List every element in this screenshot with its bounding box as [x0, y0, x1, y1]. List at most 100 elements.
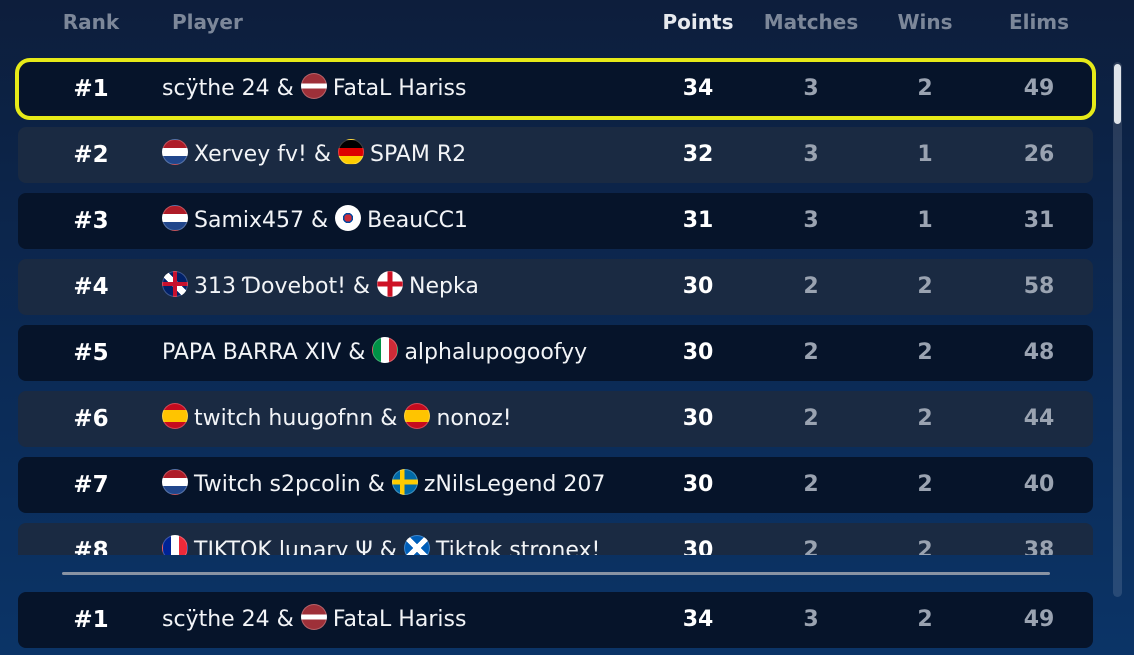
- row-player: TIKTOK lunary Ψ & Tiktok stronex!: [162, 523, 682, 555]
- leaderboard-row[interactable]: #6 twitch huugofnn & nonoz! 30 2 2 44: [18, 391, 1093, 447]
- player-name: TIKTOK lunary Ψ: [194, 538, 373, 555]
- row-wins: 2: [917, 340, 933, 365]
- row-wins: 2: [917, 274, 933, 299]
- row-elims: 49: [1023, 76, 1055, 101]
- player-name: scÿthe 24: [162, 607, 270, 632]
- row-elims: 48: [1023, 340, 1055, 365]
- player-name: 313 Ɗovebot!: [194, 274, 346, 299]
- row-points: 30: [682, 538, 714, 555]
- row-rank: #6: [73, 406, 109, 432]
- row-rank: #2: [73, 142, 109, 168]
- player-name: PAPA BARRA XIV: [162, 340, 342, 365]
- leaderboard-row[interactable]: #7 Twitch s2pcolin & zNilsLegend 207 30 …: [18, 457, 1093, 513]
- row-matches: 3: [803, 607, 819, 632]
- player-name: nonoz!: [436, 406, 512, 431]
- separator: &: [348, 340, 366, 365]
- sweden-flag-icon: [391, 469, 418, 495]
- row-elims: 58: [1023, 274, 1055, 299]
- row-matches: 2: [803, 340, 819, 365]
- row-points: 34: [682, 607, 714, 632]
- player-name: FataL Hariss: [332, 76, 467, 101]
- separator: &: [276, 607, 294, 632]
- header-matches[interactable]: Matches: [763, 10, 859, 34]
- row-elims: 40: [1023, 472, 1055, 497]
- player-name: SPAM R2: [369, 142, 467, 167]
- latvia-flag-icon: [300, 73, 327, 99]
- leaderboard-row[interactable]: #2 Xervey fv! & SPAM R2 32 3 1 26: [18, 127, 1093, 183]
- netherlands-flag-icon: [162, 469, 188, 495]
- separator: &: [313, 142, 331, 167]
- row-matches: 2: [803, 406, 819, 431]
- separator: &: [352, 274, 371, 299]
- header-elims[interactable]: Elims: [1008, 10, 1070, 34]
- row-matches: 3: [803, 208, 819, 233]
- player-name: Samix457: [194, 208, 304, 233]
- player-name: BeauCC1: [367, 208, 468, 233]
- row-matches: 3: [803, 76, 819, 101]
- row-elims: 44: [1023, 406, 1055, 431]
- divider: [62, 572, 1050, 575]
- france-flag-icon: [162, 535, 188, 555]
- row-points: 30: [682, 274, 714, 299]
- italy-flag-icon: [372, 337, 399, 363]
- row-points: 31: [682, 208, 714, 233]
- player-name: Nepka: [409, 274, 479, 299]
- player-name: Xervey fv!: [194, 142, 307, 167]
- separator: &: [380, 406, 398, 431]
- leaderboard-row[interactable]: #3 Samix457 & BeauCC1 31 3 1 31: [18, 193, 1093, 249]
- row-wins: 2: [917, 607, 933, 632]
- netherlands-flag-icon: [162, 139, 188, 165]
- player-name: twitch huugofnn: [194, 406, 374, 431]
- player-name: Tiktok stronex!: [435, 538, 601, 555]
- row-player: Samix457 & BeauCC1: [162, 193, 682, 249]
- row-player: 313 Ɗovebot! & Nepka: [162, 259, 682, 315]
- row-elims: 26: [1023, 142, 1055, 167]
- row-elims: 38: [1023, 538, 1055, 555]
- uk-flag-icon: [162, 271, 188, 297]
- separator: &: [311, 208, 329, 233]
- separator: &: [379, 538, 397, 555]
- leaderboard-row[interactable]: #8 TIKTOK lunary Ψ & Tiktok stronex! 30 …: [18, 523, 1093, 555]
- row-rank: #5: [73, 340, 109, 366]
- header-points[interactable]: Points: [662, 10, 734, 34]
- row-player: Xervey fv! & SPAM R2: [162, 127, 682, 183]
- row-player: scÿthe 24 & FataL Hariss: [162, 592, 682, 648]
- south-korea-flag-icon: [335, 205, 362, 231]
- scrollbar-thumb[interactable]: [1114, 64, 1121, 124]
- row-matches: 2: [803, 472, 819, 497]
- leaderboard-row[interactable]: #1 scÿthe 24 & FataL Hariss 34 3 2 49: [15, 58, 1096, 120]
- scrollbar-track[interactable]: [1113, 62, 1122, 597]
- row-elims: 31: [1023, 208, 1055, 233]
- row-rank: #4: [73, 274, 109, 300]
- row-rank: #8: [73, 538, 109, 555]
- player-name: FataL Hariss: [332, 607, 467, 632]
- row-wins: 1: [917, 208, 933, 233]
- spain-flag-icon: [162, 403, 188, 429]
- pinned-team-row[interactable]: #1 scÿthe 24 & FataL Hariss 34 3 2 49: [18, 592, 1093, 648]
- row-matches: 2: [803, 538, 819, 555]
- spain-flag-icon: [404, 403, 431, 429]
- row-rank: #1: [73, 76, 109, 102]
- leaderboard-list[interactable]: #1 scÿthe 24 & FataL Hariss 34 3 2 49 #2…: [0, 58, 1110, 555]
- england-flag-icon: [377, 271, 404, 297]
- latvia-flag-icon: [300, 604, 327, 630]
- player-name: Twitch s2pcolin: [194, 472, 361, 497]
- row-points: 34: [682, 76, 714, 101]
- row-rank: #1: [73, 607, 109, 633]
- header-rank[interactable]: Rank: [62, 10, 120, 34]
- player-name: scÿthe 24: [162, 76, 270, 101]
- row-rank: #3: [73, 208, 109, 234]
- row-wins: 2: [917, 76, 933, 101]
- row-matches: 2: [803, 274, 819, 299]
- row-player: scÿthe 24 & FataL Hariss: [162, 61, 682, 117]
- row-wins: 2: [917, 472, 933, 497]
- leaderboard-row[interactable]: #5 PAPA BARRA XIV & alphalupogoofyy 30 2…: [18, 325, 1093, 381]
- row-wins: 2: [917, 538, 933, 555]
- player-name: alphalupogoofyy: [404, 340, 588, 365]
- row-matches: 3: [803, 142, 819, 167]
- header-player[interactable]: Player: [172, 10, 243, 34]
- header-wins[interactable]: Wins: [897, 10, 953, 34]
- leaderboard-row[interactable]: #4 313 Ɗovebot! & Nepka 30 2 2 58: [18, 259, 1093, 315]
- row-player: twitch huugofnn & nonoz!: [162, 391, 682, 447]
- separator: &: [367, 472, 385, 497]
